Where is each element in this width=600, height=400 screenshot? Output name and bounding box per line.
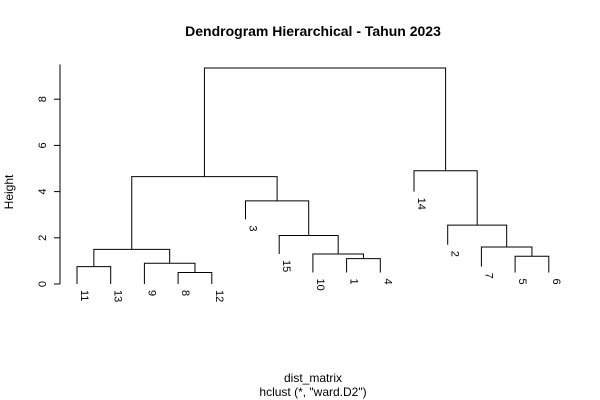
- y-tick-label: 0: [37, 281, 49, 287]
- merge-branch: [346, 258, 381, 273]
- merge-branch: [514, 255, 550, 273]
- leaf-label: 2: [449, 251, 461, 257]
- y-axis-label: Height: [2, 174, 16, 209]
- leaf-label: 4: [381, 278, 393, 284]
- leaf-label: 12: [213, 290, 225, 302]
- merge-branch: [203, 67, 447, 177]
- leaf-label: 3: [247, 225, 259, 231]
- method-subtitle: hclust (*, "ward.D2"): [259, 385, 366, 399]
- leaf-label: 5: [516, 278, 528, 284]
- y-tick-label: 4: [37, 189, 49, 195]
- y-tick-label: 6: [37, 142, 49, 148]
- merge-branch: [76, 266, 112, 284]
- merge-branch: [143, 262, 196, 284]
- merge-branch: [131, 176, 278, 250]
- leaf-label: 1: [348, 278, 360, 284]
- leaf-label: 8: [179, 290, 191, 296]
- merge-branch: [312, 253, 364, 273]
- y-tick-label: 2: [37, 235, 49, 241]
- leaf-label: 14: [415, 198, 427, 210]
- leaf-label: 15: [280, 260, 292, 272]
- leaf-label: 7: [482, 273, 494, 279]
- leaf-label: 10: [314, 278, 326, 290]
- y-axis: 0 2 4 6 8: [37, 64, 61, 287]
- merge-branch: [480, 246, 533, 267]
- y-tick-label: 8: [37, 96, 49, 102]
- leaf-label: 6: [550, 278, 562, 284]
- merge-branch: [177, 271, 213, 284]
- x-axis-label: dist_matrix: [284, 371, 342, 385]
- merge-branch: [93, 248, 171, 267]
- leaf-label: 13: [112, 290, 124, 302]
- chart-title: Dendrogram Hierarchical - Tahun 2023: [185, 23, 441, 39]
- leaf-label: 11: [78, 290, 90, 301]
- dendrogram-branches: [76, 67, 550, 284]
- merge-branch: [278, 234, 339, 254]
- merge-branch: [447, 224, 508, 248]
- leaf-label: 9: [145, 290, 157, 296]
